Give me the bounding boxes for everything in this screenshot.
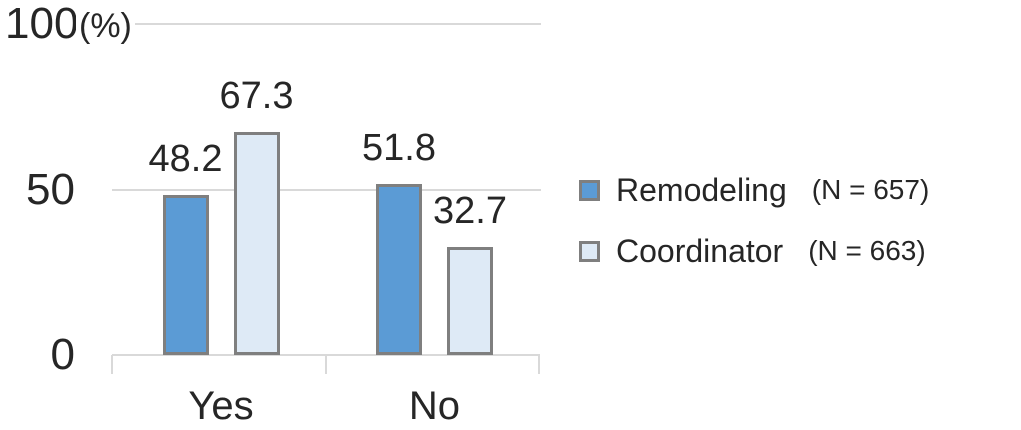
- y-axis-tick-label: 100: [5, 0, 79, 48]
- legend-swatch-coordinator: [579, 240, 600, 262]
- x-axis-category-label: Yes: [188, 384, 254, 428]
- bar-value-label: 32.7: [433, 189, 507, 232]
- y-axis-unit-label: (%): [76, 6, 135, 46]
- bar-coordinator-no: [447, 246, 493, 355]
- bar-coordinator-yes: [233, 132, 280, 355]
- x-axis-category-label: No: [408, 384, 461, 428]
- legend-item-remodeling: Remodeling (N = 657): [579, 170, 929, 210]
- x-axis-tick: [111, 355, 113, 374]
- bar-remodeling-yes: [162, 195, 209, 355]
- legend-item-coordinator: Coordinator (N = 663): [579, 231, 926, 271]
- gridline-50: [112, 188, 541, 191]
- legend-sample-size: (N = 657): [811, 174, 930, 205]
- y-axis-tick-label: 50: [26, 164, 75, 214]
- bar-value-label: 51.8: [362, 126, 436, 169]
- legend-swatch-remodeling: [579, 179, 600, 201]
- legend-label: Remodeling: [616, 172, 787, 208]
- legend-label: Coordinator: [616, 233, 784, 269]
- y-axis-tick-label: 0: [50, 330, 75, 379]
- x-axis-tick: [325, 355, 327, 374]
- bar-value-label: 48.2: [148, 138, 223, 181]
- bar-value-label: 67.3: [219, 75, 294, 118]
- gridline-100: [112, 23, 541, 25]
- legend-sample-size: (N = 663): [808, 235, 926, 266]
- x-axis-tick: [538, 355, 540, 374]
- bar-remodeling-no: [376, 183, 422, 355]
